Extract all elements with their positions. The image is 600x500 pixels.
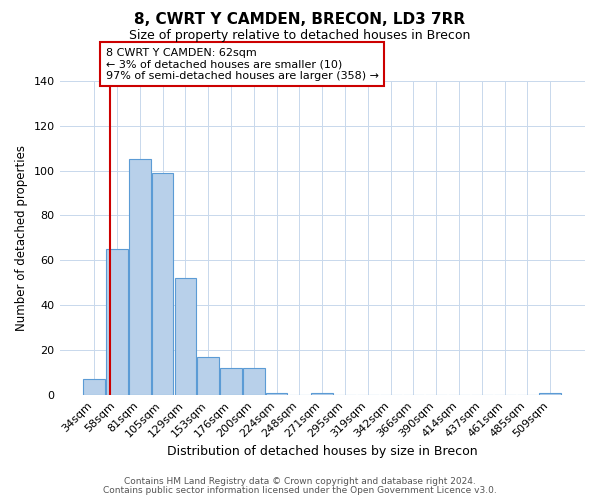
Bar	[83, 380, 105, 395]
Y-axis label: Number of detached properties: Number of detached properties	[15, 145, 28, 331]
Text: 8, CWRT Y CAMDEN, BRECON, LD3 7RR: 8, CWRT Y CAMDEN, BRECON, LD3 7RR	[134, 12, 466, 28]
Bar	[197, 357, 219, 395]
Bar	[266, 393, 287, 395]
Bar	[243, 368, 265, 395]
Bar	[175, 278, 196, 395]
Bar	[311, 393, 333, 395]
Bar	[539, 393, 561, 395]
Bar	[152, 173, 173, 395]
Text: Contains public sector information licensed under the Open Government Licence v3: Contains public sector information licen…	[103, 486, 497, 495]
Text: Size of property relative to detached houses in Brecon: Size of property relative to detached ho…	[130, 29, 470, 42]
X-axis label: Distribution of detached houses by size in Brecon: Distribution of detached houses by size …	[167, 444, 478, 458]
Text: Contains HM Land Registry data © Crown copyright and database right 2024.: Contains HM Land Registry data © Crown c…	[124, 477, 476, 486]
Bar	[129, 160, 151, 395]
Bar	[220, 368, 242, 395]
Text: 8 CWRT Y CAMDEN: 62sqm
← 3% of detached houses are smaller (10)
97% of semi-deta: 8 CWRT Y CAMDEN: 62sqm ← 3% of detached …	[106, 48, 379, 80]
Bar	[106, 249, 128, 395]
